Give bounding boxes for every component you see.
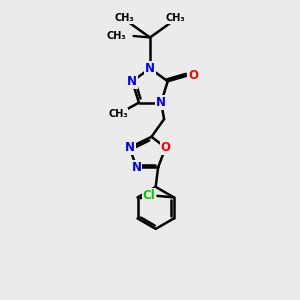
Text: N: N: [127, 75, 137, 88]
Text: CH₃: CH₃: [107, 31, 127, 41]
Text: O: O: [188, 69, 198, 82]
Text: N: N: [145, 62, 155, 75]
Text: N: N: [124, 141, 135, 154]
Text: N: N: [156, 96, 166, 109]
Text: CH₃: CH₃: [108, 109, 128, 119]
Text: CH₃: CH₃: [166, 13, 185, 23]
Text: N: N: [131, 161, 142, 174]
Text: Cl: Cl: [142, 189, 155, 202]
Text: CH₃: CH₃: [115, 13, 134, 23]
Text: O: O: [160, 141, 171, 154]
